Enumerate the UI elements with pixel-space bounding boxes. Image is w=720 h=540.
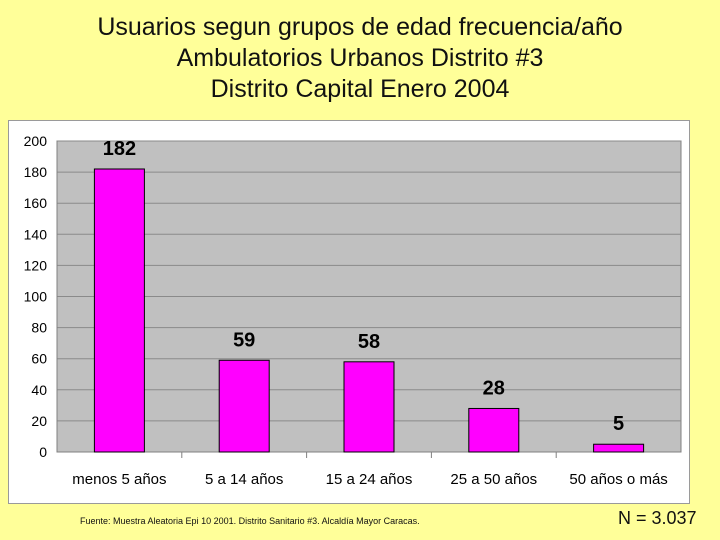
y-tick-label: 180 bbox=[24, 164, 48, 180]
x-tick-label: 5 a 14 años bbox=[205, 471, 283, 488]
source-note: Fuente: Muestra Aleatoria Epi 10 2001. D… bbox=[80, 516, 420, 526]
x-tick-label: 25 a 50 años bbox=[450, 471, 537, 488]
bar-3 bbox=[468, 407, 520, 453]
y-tick-label: 160 bbox=[24, 195, 48, 211]
y-tick-label: 120 bbox=[24, 257, 48, 273]
sample-size-label: N = 3.037 bbox=[618, 508, 697, 528]
y-tick-label: 200 bbox=[24, 133, 48, 149]
data-label: 59 bbox=[233, 329, 255, 351]
title-line-3: Distrito Capital Enero 2004 bbox=[210, 75, 510, 103]
y-tick-label: 100 bbox=[24, 289, 48, 305]
y-tick-label: 60 bbox=[31, 351, 47, 367]
bar-4 bbox=[593, 443, 645, 453]
chart-title: Usuarios segun grupos de edad frecuencia… bbox=[0, 12, 720, 105]
bar-1 bbox=[218, 359, 270, 453]
title-line-2: Ambulatorios Urbanos Distrito #3 bbox=[176, 44, 544, 72]
y-tick-label: 140 bbox=[24, 226, 48, 242]
y-tick-label: 80 bbox=[31, 320, 47, 336]
data-label: 28 bbox=[483, 377, 505, 399]
data-label: 5 bbox=[613, 413, 624, 435]
y-tick-label: 40 bbox=[31, 382, 47, 398]
x-tick-label: menos 5 años bbox=[72, 471, 166, 488]
bar-2 bbox=[343, 361, 395, 453]
data-label: 58 bbox=[358, 331, 380, 353]
x-tick-label: 50 años o más bbox=[569, 471, 667, 488]
data-label: 182 bbox=[103, 138, 136, 160]
y-tick-label: 20 bbox=[31, 413, 47, 429]
bar-0 bbox=[93, 168, 145, 453]
y-tick-label: 0 bbox=[39, 444, 47, 460]
x-tick-label: 15 a 24 años bbox=[326, 471, 413, 488]
title-line-1: Usuarios segun grupos de edad frecuencia… bbox=[97, 13, 623, 41]
